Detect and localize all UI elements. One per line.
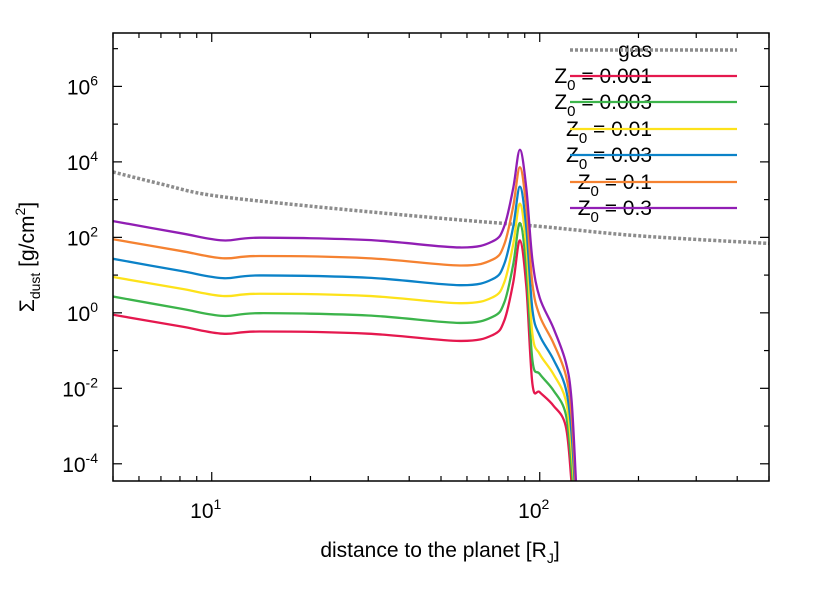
series-line-5 bbox=[113, 166, 577, 481]
series-line-2 bbox=[113, 221, 574, 481]
series-line-4 bbox=[113, 185, 576, 481]
series-line-1 bbox=[113, 239, 573, 481]
y-tick-label: 10-2 bbox=[62, 374, 98, 401]
series-line-6 bbox=[113, 148, 578, 481]
series-line-gas bbox=[113, 170, 769, 246]
y-tick-label: 100 bbox=[67, 299, 98, 326]
y-tick-label: 102 bbox=[67, 223, 98, 250]
y-tick-label: 104 bbox=[67, 148, 98, 175]
y-axis-label: Σdust [g/cm2] bbox=[12, 202, 43, 312]
plot-frame bbox=[112, 32, 770, 482]
y-tick-label: 10-4 bbox=[62, 450, 98, 477]
x-tick-label: 101 bbox=[190, 496, 221, 523]
x-axis-label: distance to the planet [RJ] bbox=[320, 539, 559, 566]
y-tick-label: 106 bbox=[67, 72, 98, 99]
series-line-3 bbox=[113, 202, 575, 481]
x-tick-label: 102 bbox=[518, 496, 549, 523]
series-lines bbox=[113, 148, 769, 481]
plot-background bbox=[113, 33, 769, 481]
